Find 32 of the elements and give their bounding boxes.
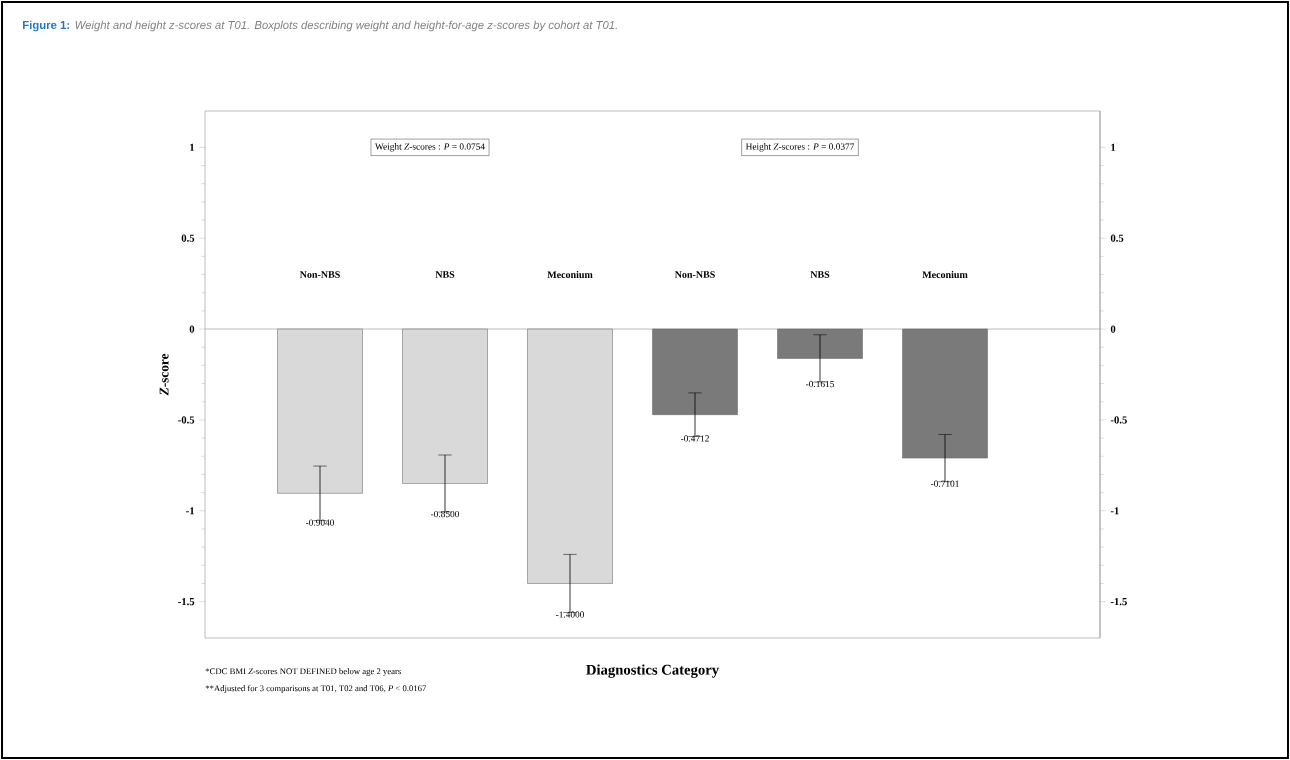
y-tick-label: -1.5: [178, 598, 195, 606]
text: *CDC BMI Z-scores NOT DEFINED below age 2 years: [205, 668, 401, 676]
x-axis-title: Diagnostics Category: [586, 664, 719, 678]
x-tick-label: NBS: [435, 271, 455, 278]
y2-tick-label: -0.5: [1110, 416, 1127, 424]
chart-subtitle: Weight and height z-scores at T01. Boxplots describing weight and height-for-age z-scores by cohort at T01.: [75, 20, 617, 32]
y2-tick-label: 1: [1111, 143, 1116, 151]
data-label: -0.7101: [930, 480, 959, 487]
x-tick-label: Meconium: [922, 271, 968, 279]
y2-tick-label: -1.5: [1110, 598, 1127, 606]
annotation: Weight Z-scores : P = 0.0754: [374, 143, 485, 152]
data-label: -0.4712: [680, 435, 709, 442]
data-label: -0.1615: [805, 380, 835, 388]
data-label: -1.4000: [555, 611, 585, 618]
y2-tick-label: 0.5: [1110, 234, 1124, 242]
y-tick-label: 1: [190, 143, 195, 151]
data-label: -0.9040: [305, 519, 335, 526]
y-tick-label: 0: [189, 325, 195, 333]
x-tick-label: Non-NBS: [674, 271, 715, 278]
text: **Adjusted for 3 comparisons at T01, T02 and T06, P < 0.0167: [205, 685, 427, 693]
y-axis-title: Z-score: [159, 353, 169, 396]
y-tick-label: -0.5: [178, 416, 195, 424]
y2-tick-label: 0: [1110, 325, 1116, 333]
text: Figure 1:: [23, 20, 70, 32]
data-label: -0.8500: [430, 510, 460, 518]
x-tick-label: Meconium: [547, 271, 593, 279]
y2-tick-label: -1: [1110, 507, 1119, 515]
annotation: Height Z-scores : P = 0.0377: [745, 143, 855, 152]
x-tick-label: NBS: [810, 271, 830, 278]
y-tick-label: -1: [186, 507, 195, 515]
x-tick-label: Non-NBS: [299, 271, 340, 278]
y-tick-label: 0.5: [181, 234, 195, 242]
